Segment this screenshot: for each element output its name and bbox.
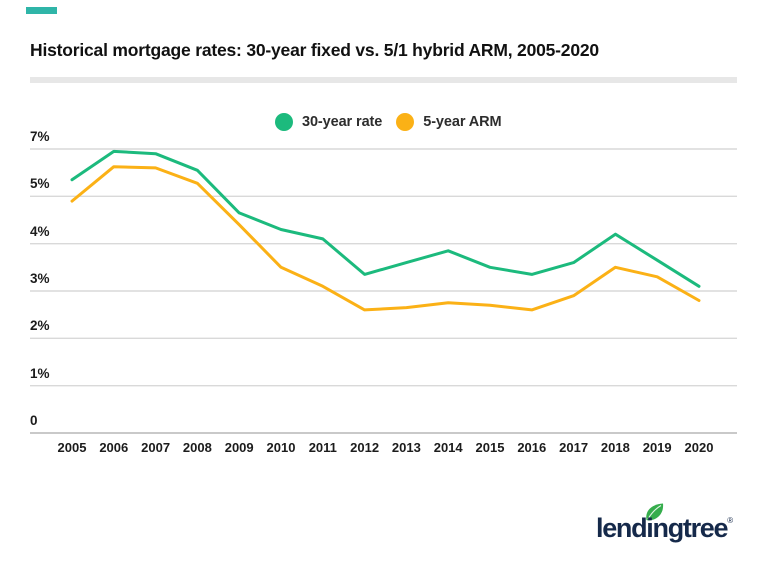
y-axis-label: 1% (30, 365, 50, 381)
legend-item-5-year-arm: 5-year ARM (396, 113, 502, 131)
x-axis-label: 2017 (559, 440, 589, 455)
x-axis-label: 2012 (350, 440, 380, 455)
x-axis-label: 2011 (308, 440, 337, 455)
x-axis-label: 2006 (99, 440, 129, 455)
legend-dot-green-icon (275, 113, 293, 131)
series-line-30-year-rate (70, 149, 701, 288)
x-axis-label: 2008 (182, 440, 212, 455)
x-axis-label: 2013 (391, 440, 421, 455)
x-axis-label: 2015 (475, 440, 505, 455)
legend-label: 5-year ARM (423, 114, 502, 130)
y-axis-label: 2% (30, 318, 50, 334)
accent-bar (26, 7, 57, 14)
logo-wordmark: lendingtree® (596, 513, 734, 543)
leaf-icon (646, 503, 664, 521)
legend-label: 30-year rate (302, 114, 383, 130)
y-axis-label: 3% (30, 270, 50, 286)
lendingtree-logo: lendingtree® (596, 503, 736, 549)
legend-item-30-year-rate: 30-year rate (275, 113, 382, 131)
registered-mark: ® (727, 516, 734, 525)
y-axis-label: 5% (30, 176, 50, 192)
x-axis-label: 2007 (141, 440, 171, 455)
y-axis-label: 4% (30, 223, 50, 239)
legend-dot-yellow-icon (396, 113, 415, 131)
x-axis-label: 2014 (433, 440, 463, 455)
title-divider (30, 77, 737, 83)
chart-legend: 30-year rate 5-year ARM (275, 113, 515, 131)
x-axis-label: 2009 (224, 440, 254, 455)
x-axis-label: 2020 (684, 440, 714, 455)
y-axis-label: 7% (30, 129, 50, 144)
x-axis-label: 2010 (266, 440, 296, 455)
y-axis-label: 0 (30, 412, 38, 428)
page-title: Historical mortgage rates: 30-year fixed… (30, 40, 599, 60)
series-line-5-year-arm (70, 165, 701, 312)
x-axis-label: 2005 (57, 440, 87, 455)
x-axis-label: 2018 (600, 440, 630, 455)
x-axis-label: 2019 (642, 440, 672, 455)
x-axis-label: 2016 (517, 440, 547, 455)
